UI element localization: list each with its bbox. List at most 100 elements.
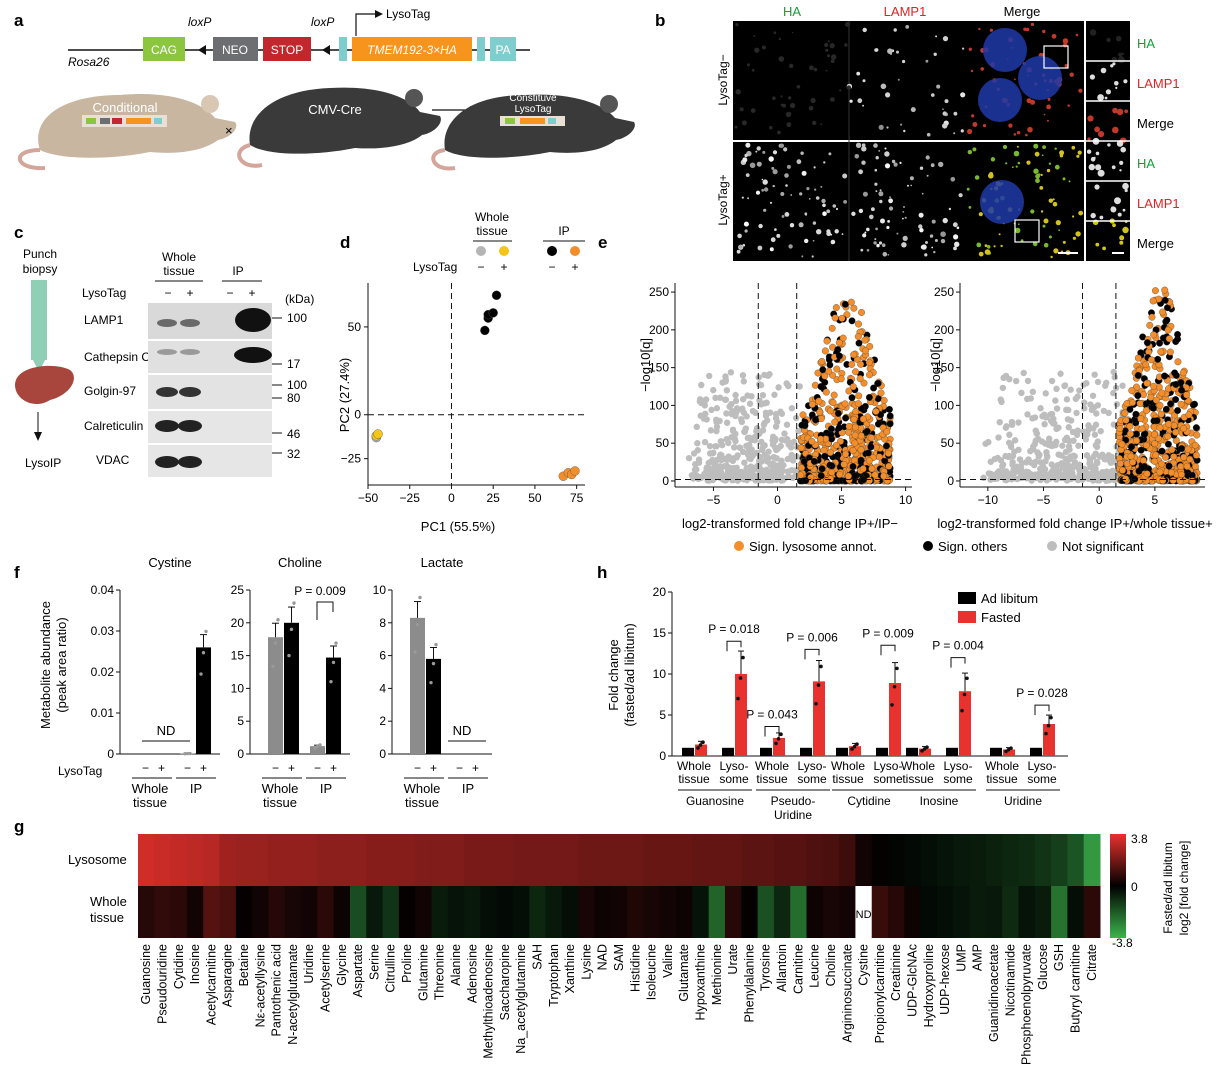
inset-label-ha: HA [1137, 36, 1155, 51]
micrograph-spot [862, 79, 866, 83]
data-point [1047, 471, 1054, 479]
row-label-lysosome: Lysosome [68, 852, 127, 867]
data-point [795, 427, 802, 435]
loxp-box [339, 37, 347, 61]
data-point [1065, 476, 1073, 483]
data-point [1053, 385, 1060, 393]
data-point [1089, 392, 1097, 399]
micrograph-spot [1094, 126, 1100, 133]
data-point [722, 376, 730, 384]
bar-adlib [682, 747, 694, 756]
micrograph-spot [924, 253, 928, 257]
data-point [852, 368, 859, 376]
heatmap-cell-lysosome [545, 834, 563, 886]
micrograph-spot [742, 157, 748, 163]
metabolite-label: Urate [726, 944, 740, 975]
data-point [724, 456, 731, 463]
micrograph-spot [893, 162, 898, 167]
heatmap-cell-lysosome [496, 834, 514, 886]
micrograph-spot [984, 244, 988, 248]
micrograph-spot [910, 107, 916, 113]
data-point [1148, 313, 1156, 321]
micrograph-spot [930, 163, 935, 168]
bar-adlib [836, 747, 848, 756]
micrograph-spot [820, 185, 823, 188]
cag-label: CAG [151, 43, 177, 57]
heatmap-cell-whole [773, 886, 791, 938]
chart-title: Choline [278, 555, 322, 570]
data-point [1020, 369, 1027, 377]
panel-label-c: c [14, 223, 23, 242]
micrograph-spot [808, 105, 814, 111]
micrograph-spot [902, 217, 904, 220]
heatmap-cell-lysosome [366, 834, 384, 886]
data-point [1149, 404, 1157, 412]
data-point [788, 405, 796, 412]
x-tick-label: 75 [570, 491, 584, 505]
metabolite-label: Serine [367, 944, 381, 980]
pa-box [490, 37, 516, 61]
data-point [875, 453, 883, 461]
data-point [728, 434, 735, 441]
data-point [797, 471, 805, 479]
data-point [701, 402, 709, 409]
micrograph-spot [1076, 154, 1080, 158]
data-point [771, 464, 778, 471]
heatmap-cell-whole [349, 886, 367, 938]
data-point [796, 383, 803, 390]
micrograph-spot [931, 93, 935, 97]
data-point [774, 445, 782, 452]
y-tick-label: 20 [231, 616, 245, 630]
data-point [1005, 439, 1013, 446]
data-point [850, 351, 858, 359]
scale-min: -3.8 [1112, 936, 1133, 950]
sub-label: tissue [902, 772, 934, 786]
data-point [1121, 409, 1129, 417]
data-point [1172, 381, 1180, 388]
heatmap-cell-lysosome [235, 834, 253, 886]
micrograph-spot [1119, 160, 1124, 165]
micrograph-spot [1078, 210, 1084, 216]
micrograph-spot [784, 173, 789, 178]
micrograph-spot [842, 173, 848, 179]
data-point [858, 309, 865, 316]
micrograph-spot [882, 252, 888, 257]
x-tick-label: 0 [1096, 493, 1103, 507]
sign: − [456, 761, 463, 775]
micrograph-spot [1042, 145, 1046, 150]
data-point [839, 334, 847, 342]
data-point [706, 442, 714, 450]
data-point [1049, 420, 1057, 427]
data-point [713, 405, 721, 412]
data-point [762, 412, 770, 419]
micrograph-spot [1105, 89, 1111, 95]
data-point [831, 418, 839, 426]
data-point [743, 442, 750, 450]
replicate-point [962, 692, 967, 697]
micrograph-spot [976, 242, 982, 248]
micrograph-spot [953, 246, 957, 251]
micrograph-spot [864, 231, 867, 234]
data-point [1076, 461, 1083, 468]
replicate-point [331, 660, 336, 665]
micrograph-spot [925, 241, 928, 244]
replicate-point [313, 746, 317, 750]
data-point [756, 397, 763, 404]
y-axis-label: PC2 (27.4%) [337, 358, 352, 432]
micrograph-spot [1123, 79, 1128, 84]
micrograph-spot [832, 204, 837, 208]
micrograph-spot [918, 224, 923, 229]
data-point [716, 394, 724, 401]
replicate-point [287, 653, 291, 658]
sub-label: Lyso- [874, 759, 903, 773]
micrograph-spot [866, 249, 870, 252]
micrograph-spot [978, 27, 981, 31]
micrograph-spot [1053, 248, 1059, 254]
y-tick-label: 50 [656, 436, 670, 450]
data-point [867, 434, 875, 442]
data-point [1085, 475, 1092, 482]
data-point [831, 314, 839, 322]
data-point [883, 428, 891, 436]
data-point [1045, 435, 1053, 442]
